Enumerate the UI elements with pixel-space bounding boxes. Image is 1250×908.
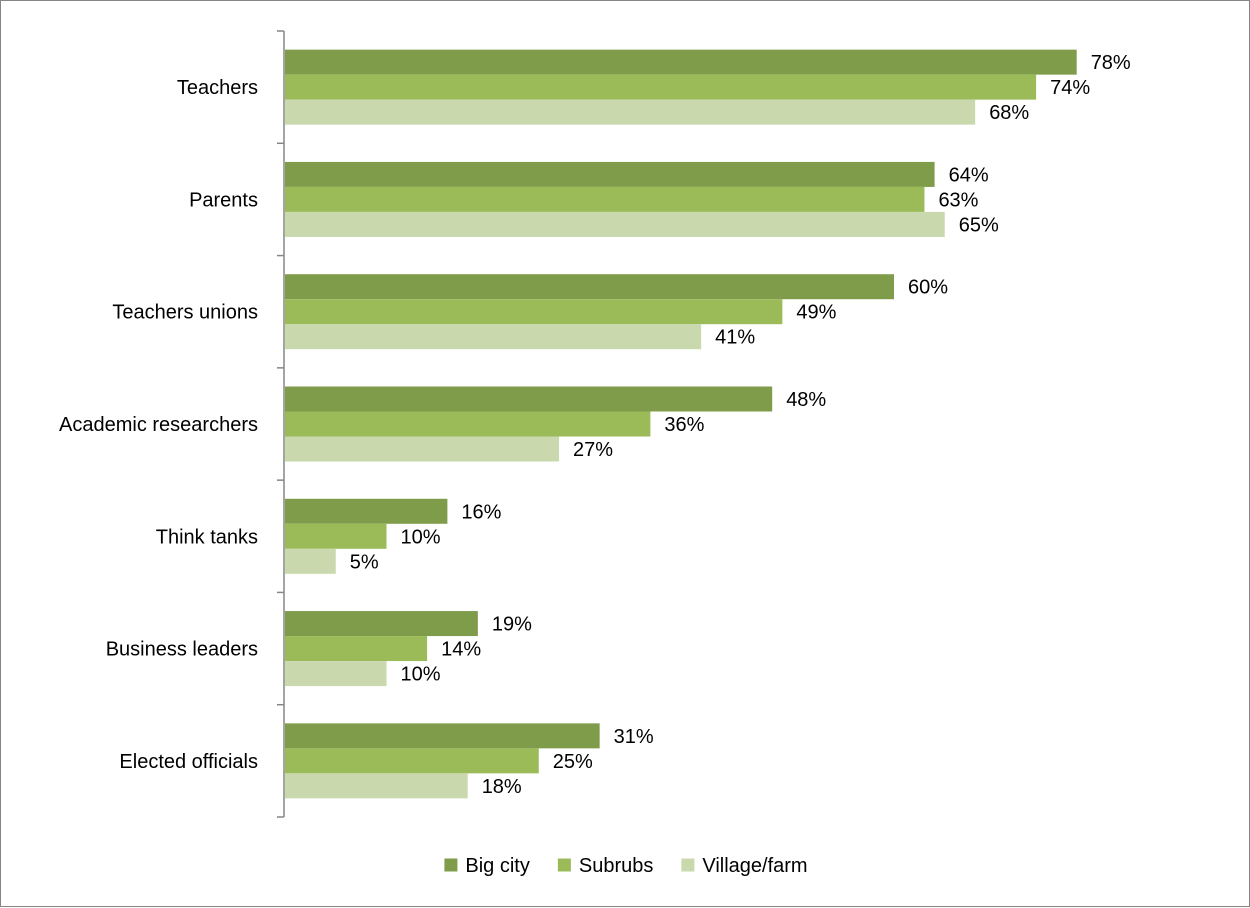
data-label: 31% [614,726,654,748]
legend: Big city Subrubs Village/farm [444,855,808,877]
bars-layer [285,49,1077,799]
data-label: 36% [664,414,704,436]
category-label: Business leaders [106,639,258,661]
bar [285,723,600,749]
legend-label: Subrubs [579,855,654,877]
bar [285,274,894,300]
bar [285,498,448,524]
data-label: 10% [401,664,441,686]
data-label: 68% [989,102,1029,124]
category-label: Teachers [177,77,258,99]
bar [285,386,773,412]
bar [285,436,560,462]
bar [285,299,783,325]
data-label: 19% [492,614,532,636]
data-label: 65% [959,214,999,236]
bar [285,523,387,549]
bar [285,211,945,237]
labels-layer: Teachers Parents Teachers unions Academic r… [59,52,1131,798]
bar [285,548,336,574]
legend-swatch [444,858,458,872]
data-label: 27% [573,439,613,461]
data-label: 64% [949,164,989,186]
legend-label: Big city [465,855,529,877]
data-label: 48% [786,389,826,411]
bar [285,411,651,437]
bar [285,186,925,212]
bar [285,636,428,662]
bar [285,748,539,774]
data-label: 78% [1091,52,1131,74]
category-label: Elected officials [119,751,258,773]
data-label: 18% [482,776,522,798]
category-label: Academic researchers [59,414,258,436]
category-label: Think tanks [156,526,258,548]
data-label: 5% [350,551,379,573]
legend-swatch [557,858,571,872]
category-label: Parents [189,189,258,211]
bar [285,324,702,350]
data-label: 25% [553,751,593,773]
bar [285,661,387,687]
category-label: Teachers unions [112,302,258,324]
bar [285,611,478,637]
data-label: 14% [441,639,481,661]
bar [285,161,935,187]
bar [285,74,1037,100]
axis-layer [277,30,285,818]
legend-swatch [681,858,695,872]
bar [285,99,976,125]
data-label: 60% [908,277,948,299]
data-label: 74% [1050,77,1090,99]
data-label: 16% [461,501,501,523]
data-label: 63% [938,189,978,211]
bar [285,773,468,799]
data-label: 41% [715,327,755,349]
data-label: 10% [401,526,441,548]
bar [285,49,1077,75]
legend-label: Village/farm [702,855,807,877]
data-label: 49% [796,302,836,324]
